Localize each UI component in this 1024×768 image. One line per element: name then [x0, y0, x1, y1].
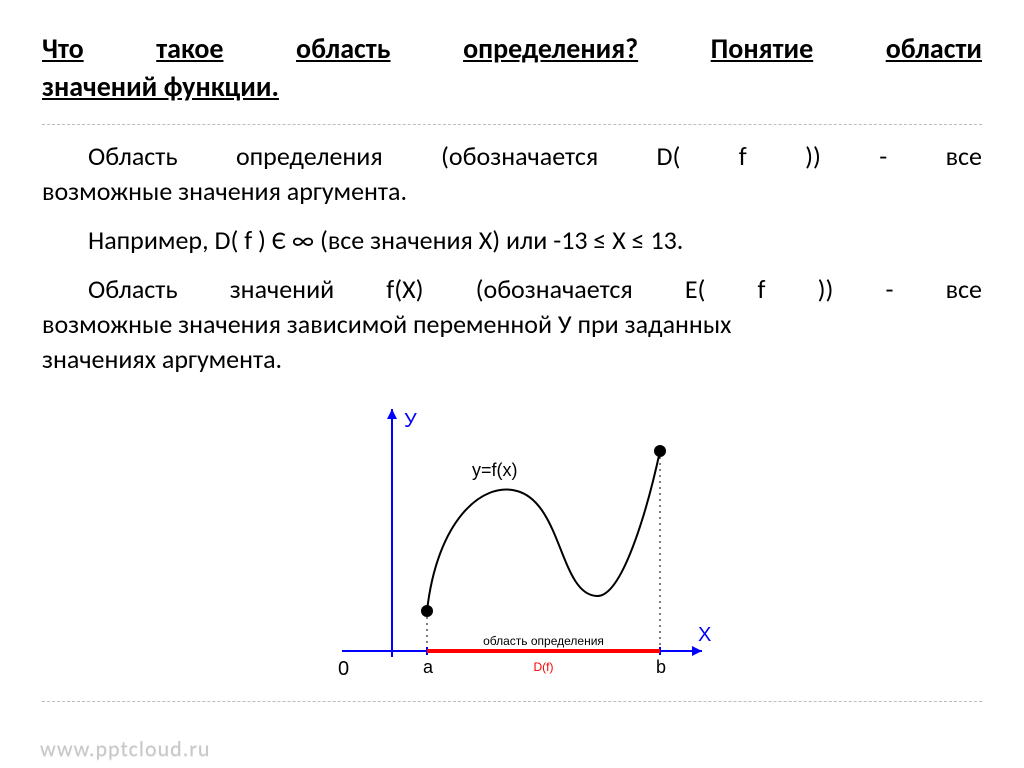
paragraph-3: Областьзначенийf(X)(обозначаетсяE(f))-вс…: [42, 272, 982, 377]
svg-text:У: У: [404, 410, 417, 432]
title-line1: Чтотакоеобластьопределения?Понятиеобласт…: [42, 30, 982, 68]
svg-text:y=f(x): y=f(x): [472, 460, 518, 480]
para1-line2: возможные значения аргумента.: [42, 174, 982, 209]
paragraph-1: Областьопределения(обозначаетсяD(f))-все…: [42, 139, 982, 209]
paragraph-2: Например, D( f ) Є ∞ (все значения Х) ил…: [42, 223, 982, 258]
para3-line2: возможные значения зависимой переменной …: [42, 307, 982, 342]
slide: Чтотакоеобластьопределения?Понятиеобласт…: [0, 0, 1024, 768]
svg-text:a: a: [423, 657, 434, 677]
para3-line1: Областьзначенийf(X)(обозначаетсяE(f))-вс…: [42, 272, 982, 307]
svg-text:D(f): D(f): [534, 660, 554, 674]
svg-text:b: b: [656, 657, 666, 677]
title-line2: значений функции.: [42, 68, 982, 106]
function-graph: У X 0 y=f(x) a b область определения D(f): [302, 391, 722, 691]
para3-line3: значениях аргумента.: [42, 342, 982, 377]
slide-title: Чтотакоеобластьопределения?Понятиеобласт…: [42, 30, 982, 106]
divider-top: [42, 124, 982, 125]
svg-text:0: 0: [338, 658, 349, 680]
svg-text:X: X: [698, 624, 711, 646]
svg-text:область определения: область определения: [483, 634, 604, 648]
para1-line1: Областьопределения(обозначаетсяD(f))-все: [42, 139, 982, 174]
watermark: www.pptcloud.ru: [40, 735, 210, 762]
divider-bottom: [42, 701, 982, 702]
chart-container: У X 0 y=f(x) a b область определения D(f): [42, 391, 982, 691]
